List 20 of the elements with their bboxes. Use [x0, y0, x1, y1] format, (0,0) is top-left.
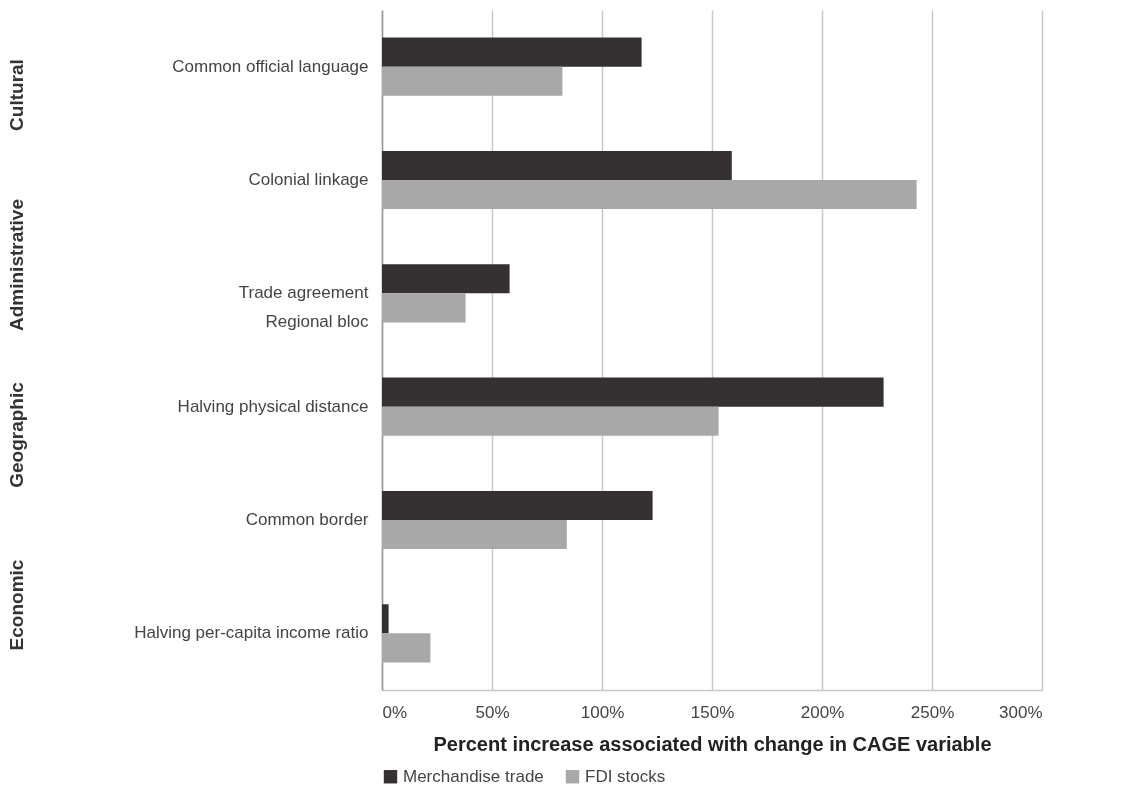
legend-label: Merchandise trade [403, 766, 544, 786]
y-tick-label: Common border [245, 510, 369, 529]
y-tick-label: Colonial linkage [248, 170, 369, 189]
legend-label: FDI stocks [585, 766, 666, 786]
x-tick-label: 0% [382, 702, 408, 722]
x-tick-label: 250% [910, 702, 955, 722]
y-tick-label: Trade agreement Regional bloc [238, 283, 369, 332]
y-tick-label: Halving physical distance [177, 396, 369, 416]
text: Administrative [6, 199, 27, 331]
x-tick-label: 150% [690, 702, 735, 722]
x-tick-label: 50% [475, 702, 510, 722]
y-tick-label: Common official language [172, 56, 369, 76]
text: Geographic [6, 381, 27, 488]
text: Cultural [6, 59, 27, 131]
text: Economic [6, 559, 27, 651]
x-tick-label: 100% [580, 702, 625, 722]
x-tick-label: 300% [999, 702, 1043, 722]
x-axis-title: Percent increase associated with change in CAGE variable [433, 732, 992, 755]
x-tick-label: 200% [800, 702, 845, 722]
y-tick-label: Halving per-capita income ratio [134, 623, 369, 643]
